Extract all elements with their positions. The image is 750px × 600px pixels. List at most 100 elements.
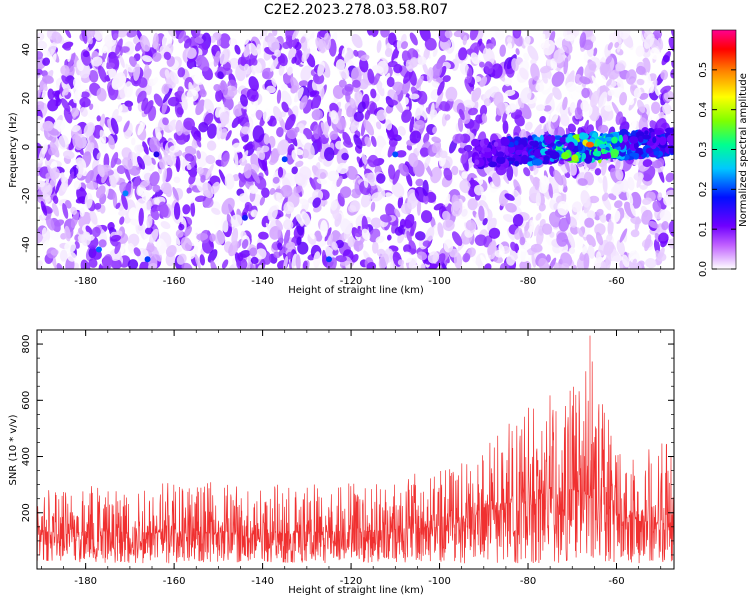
heatmap-cell	[451, 231, 463, 246]
heatmap-cell	[662, 103, 672, 115]
heatmap-cell	[506, 165, 514, 181]
heatmap-cell	[216, 38, 222, 47]
heatmap-cell	[169, 71, 179, 85]
heatmap-cell	[194, 195, 206, 203]
heatmap-cell	[548, 183, 554, 199]
heatmap-cell	[498, 243, 505, 256]
heatmap-cell	[101, 170, 109, 184]
heatmap-cell	[481, 113, 488, 124]
heatmap-cell	[245, 260, 252, 269]
heatmap-cell	[184, 226, 192, 237]
heatmap-cell	[89, 210, 98, 225]
heatmap-cell	[471, 87, 482, 103]
heatmap-band-cell	[488, 161, 498, 168]
heatmap-cell	[65, 30, 72, 39]
heatmap-band-cell	[650, 131, 655, 138]
heatmap-cell	[545, 92, 553, 105]
heatmap-cell	[529, 219, 535, 233]
heatmap-cell	[277, 139, 290, 156]
heatmap-cell	[419, 30, 431, 42]
heatmap-cell	[425, 107, 431, 115]
heatmap-cell	[81, 231, 92, 247]
heatmap-cell	[219, 48, 231, 65]
heatmap-cell	[548, 257, 557, 269]
heatmap-cell	[110, 258, 122, 269]
heatmap-x-tick-label-3: -120	[340, 276, 363, 287]
heatmap-band-cell	[539, 134, 544, 142]
heatmap-cell	[386, 76, 395, 88]
heatmap-cell	[152, 184, 161, 193]
heatmap-cell	[607, 42, 613, 51]
heatmap-cell	[133, 63, 141, 81]
heatmap-cell	[237, 252, 244, 262]
heatmap-cell	[52, 195, 59, 204]
heatmap-cell	[50, 53, 57, 66]
heatmap-cell	[652, 30, 663, 39]
heatmap-cell	[330, 200, 338, 211]
heatmap-cell	[226, 85, 238, 97]
heatmap-cell	[221, 152, 230, 168]
heatmap-cell	[642, 197, 652, 205]
heatmap-cell	[426, 67, 434, 83]
heatmap-cell	[541, 73, 548, 84]
heatmap-x-tick-label-2: -140	[251, 276, 274, 287]
heatmap-cell	[427, 251, 440, 264]
heatmap-band-cell	[567, 141, 575, 151]
heatmap-cell	[67, 171, 75, 186]
heatmap-cell	[198, 81, 206, 95]
heatmap-cell	[142, 141, 149, 155]
heatmap-cell	[119, 46, 130, 53]
heatmap-cell	[400, 41, 409, 50]
heatmap-cell	[149, 171, 160, 187]
heatmap-cell	[290, 76, 300, 93]
heatmap-band-cell	[544, 150, 555, 156]
heatmap-cell	[336, 162, 349, 175]
heatmap-band-cell	[514, 160, 520, 167]
heatmap-cell	[386, 99, 398, 106]
heatmap-cell	[61, 177, 69, 192]
heatmap-cell	[595, 251, 602, 264]
heatmap-band-cell	[600, 153, 610, 160]
heatmap-cell	[603, 241, 615, 256]
heatmap-cell	[524, 230, 531, 239]
heatmap-cell	[625, 69, 637, 85]
heatmap-cell	[592, 47, 598, 57]
heatmap-cell	[159, 158, 166, 170]
heatmap-cell	[652, 200, 662, 213]
heatmap-cell	[449, 248, 459, 258]
snr-y-label: SNR (10 * v/v)	[8, 414, 19, 485]
heatmap-cell	[47, 99, 59, 112]
heatmap-cell	[112, 33, 119, 40]
heatmap-cell	[185, 47, 197, 59]
heatmap-cell	[396, 84, 403, 96]
heatmap-cell	[370, 135, 377, 147]
heatmap-cell	[95, 185, 106, 199]
heatmap-cell	[61, 98, 71, 112]
heatmap-cell	[80, 106, 88, 117]
heatmap-cell	[109, 174, 117, 188]
heatmap-cell	[277, 166, 284, 178]
heatmap-cell	[115, 202, 121, 210]
heatmap-cell	[323, 32, 332, 50]
heatmap-cell	[368, 50, 381, 63]
heatmap-cell	[490, 63, 503, 79]
heatmap-cell	[397, 126, 406, 136]
heatmap-cell	[558, 217, 570, 232]
heatmap-cell	[40, 200, 48, 216]
heatmap-cell	[67, 251, 77, 262]
heatmap-y-tick-label-4: 40	[21, 43, 32, 56]
heatmap-spot	[122, 190, 129, 197]
heatmap-cell	[99, 113, 106, 130]
heatmap-band-cell	[471, 138, 480, 147]
heatmap-cell	[272, 176, 280, 184]
heatmap-cell	[107, 222, 115, 231]
heatmap-cell	[581, 87, 590, 99]
heatmap-y-tick-label-3: 20	[21, 92, 32, 105]
heatmap-cell	[298, 80, 309, 87]
heatmap-cell	[151, 246, 163, 262]
heatmap-cell	[579, 32, 587, 48]
heatmap-cell	[370, 88, 377, 99]
heatmap-cell	[233, 103, 245, 117]
heatmap-band-cell	[474, 159, 480, 166]
heatmap-band-cell	[646, 140, 655, 146]
